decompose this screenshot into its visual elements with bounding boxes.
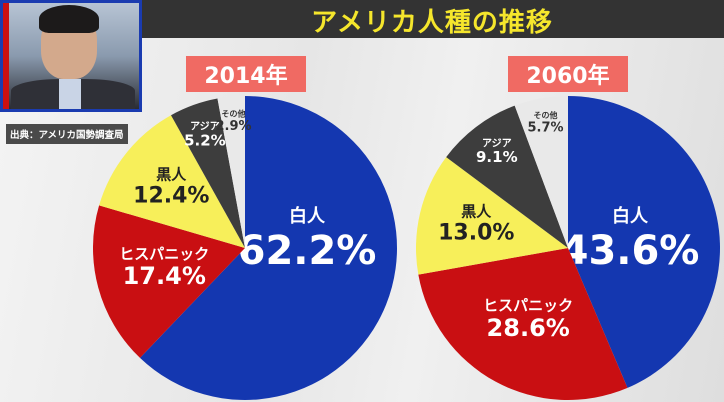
slice-value-hispanic: 28.6%	[487, 314, 570, 342]
slice-value-black: 13.0%	[438, 220, 514, 245]
slice-label-other: その他	[534, 110, 558, 120]
slice-label-asian: アジア	[482, 137, 512, 149]
slice-label-other: その他	[222, 109, 246, 119]
pie-slice-black	[99, 115, 245, 248]
pie-slice-hispanic	[92, 205, 245, 358]
pie-slice-asian	[171, 98, 245, 248]
slice-label-black: 黒人	[461, 202, 492, 220]
slice-value-other: 5.7%	[527, 121, 563, 136]
slice-value-black: 12.4%	[133, 183, 209, 208]
slice-label-white: 白人	[289, 205, 326, 227]
pie-slice-white	[139, 96, 397, 400]
slice-value-white: 43.6%	[561, 228, 700, 274]
source-label: 出典：アメリカ国勢調査局	[6, 124, 128, 144]
title-bar	[140, 0, 724, 38]
slice-value-other: 2.9%	[216, 119, 252, 134]
pie-slice-asian	[446, 105, 568, 249]
slice-label-hispanic: ヒスパニック	[483, 297, 573, 315]
year-label-2060: 2060年	[508, 56, 628, 92]
pie-slice-other	[514, 96, 568, 248]
pie-slice-white	[568, 96, 721, 388]
page-title: アメリカ人種の推移	[311, 8, 553, 38]
slice-label-hispanic: ヒスパニック	[119, 245, 209, 263]
slice-value-hispanic: 17.4%	[123, 262, 206, 290]
slice-label-black: 黒人	[156, 165, 187, 183]
slice-value-asian: 9.1%	[476, 148, 518, 166]
presenter-video	[0, 0, 142, 112]
pie-slice-black	[416, 157, 568, 275]
slice-value-asian: 5.2%	[184, 131, 226, 149]
slice-label-asian: アジア	[190, 121, 220, 133]
pie-slice-other	[217, 96, 245, 248]
year-label-2014: 2014年	[186, 56, 306, 92]
slice-label-white: 白人	[612, 205, 649, 227]
pie-slice-hispanic	[418, 248, 628, 400]
slice-value-white: 62.2%	[238, 228, 377, 274]
